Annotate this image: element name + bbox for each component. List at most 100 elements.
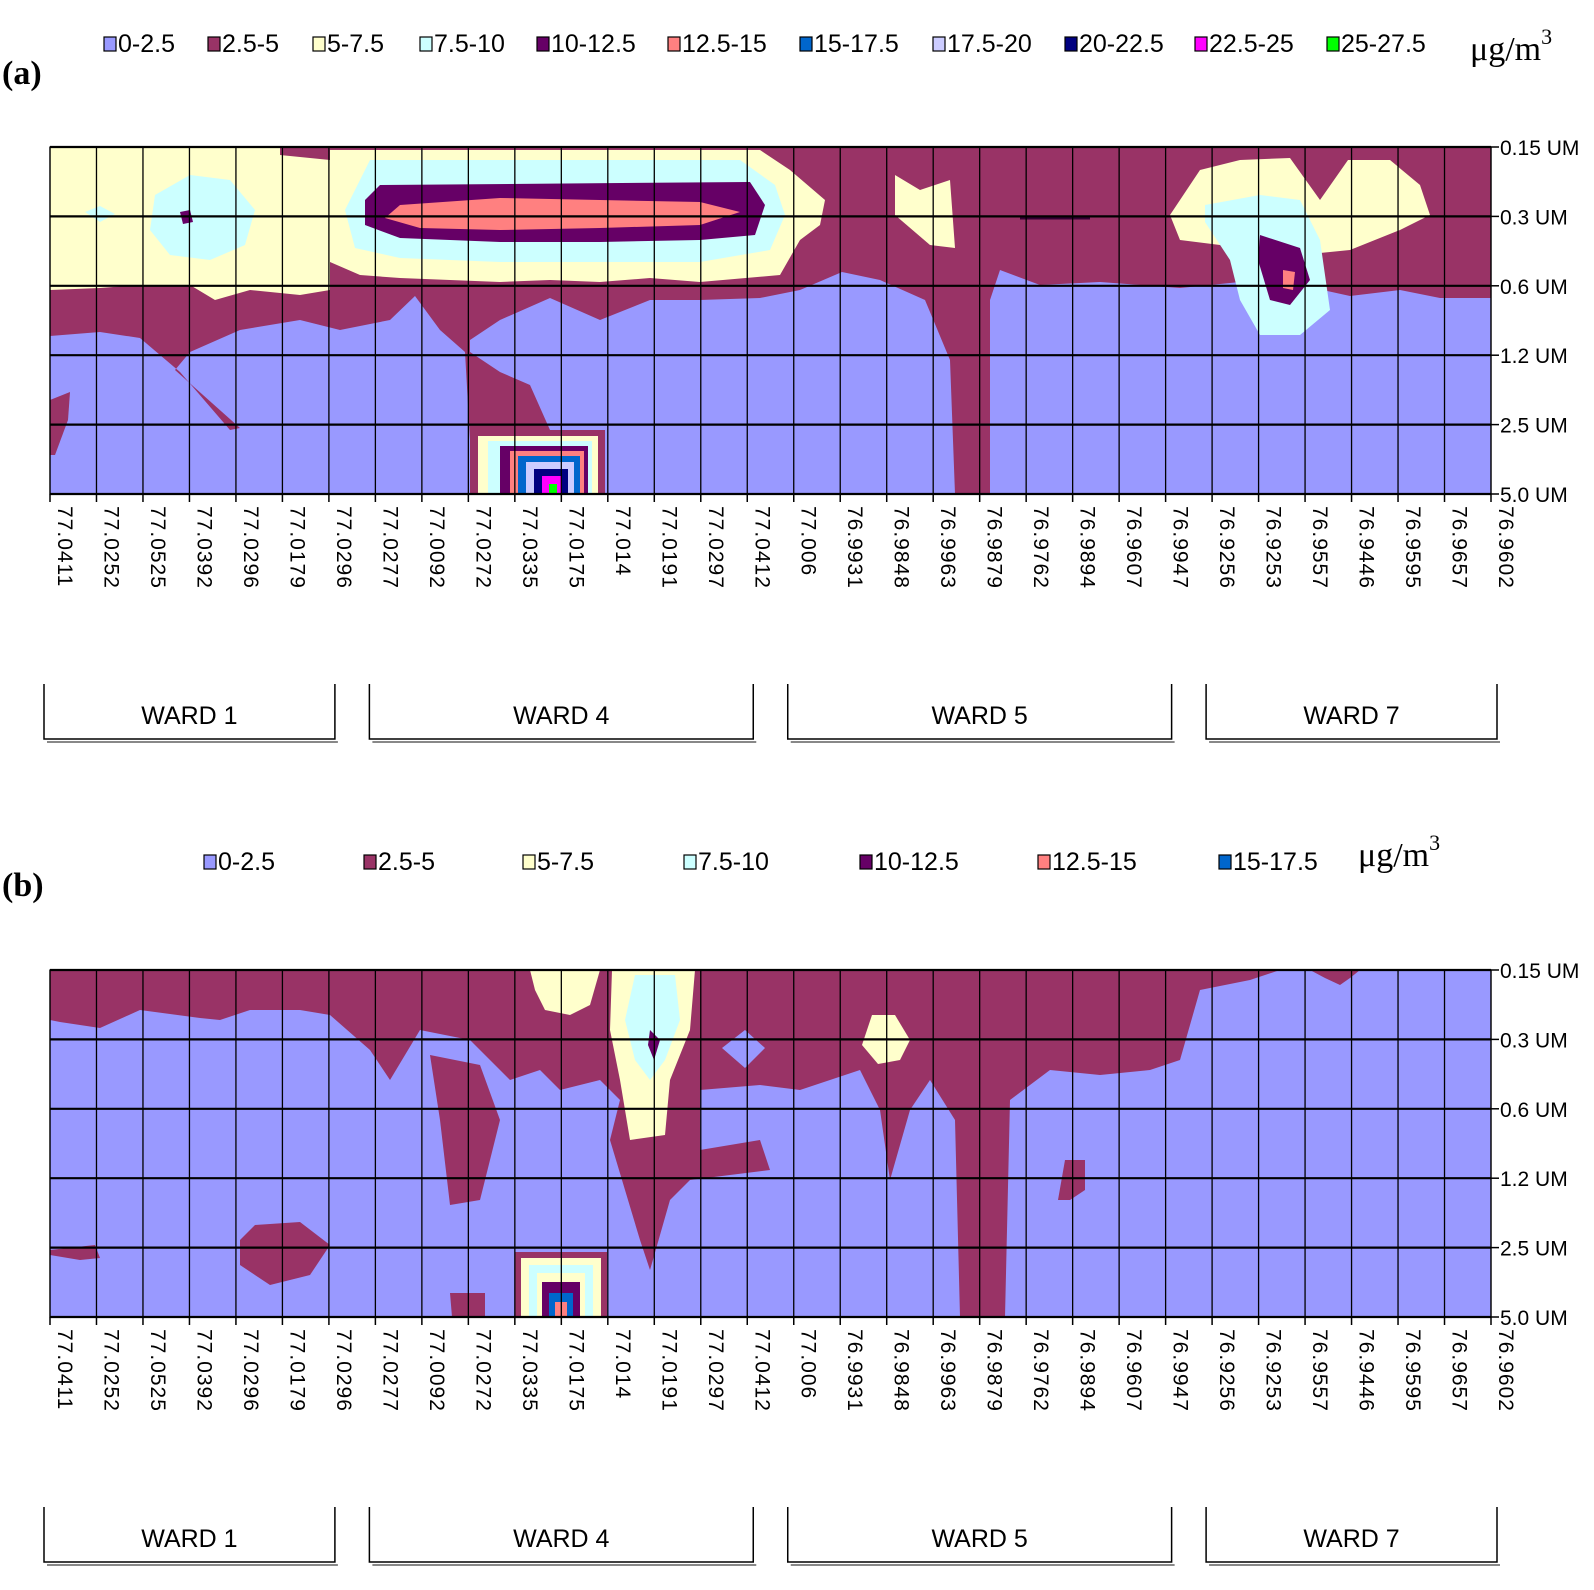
panel-a-chart: (a) 0-2.5 2.5-5 5-7.5 7.5-10 10-12.5 12.5-15 1… (2, 24, 1579, 743)
x-tick-label: 76.9894 (1076, 1329, 1099, 1412)
legend-label: 7.5-10 (434, 30, 505, 58)
x-tick-label: 77.0191 (657, 506, 680, 589)
x-tick-label: 76.9256 (1215, 1329, 1238, 1412)
x-tick-label: 76.9947 (1169, 506, 1192, 589)
y-tick-label: 5.0 UM (1500, 1307, 1568, 1330)
x-tick-label: 76.9848 (890, 1329, 913, 1412)
ward-bracket (786, 684, 1173, 740)
contour-region-12.5-15 (1283, 270, 1295, 290)
y-tick-label: 1.2 UM (1500, 1168, 1568, 1191)
x-tick-label: 76.9253 (1262, 506, 1285, 589)
legend-label: 10-12.5 (551, 30, 636, 58)
x-tick-label: 76.9947 (1169, 1329, 1192, 1412)
legend-label: 22.5-25 (1209, 30, 1294, 58)
panel-b-x-ticks: 77.0411 77.0252 77.0525 77.0392 77.0296 77.01… (49, 1317, 1517, 1412)
legend-swatch (207, 36, 221, 52)
x-tick-label: 76.9595 (1401, 506, 1424, 589)
x-tick-label: 77.0392 (192, 1329, 215, 1412)
legend-swatch (1326, 36, 1340, 52)
ward-bracket (786, 1507, 1173, 1563)
x-tick-label: 77.0277 (378, 506, 401, 589)
contour-region-2.5-5 (450, 1293, 485, 1317)
legend-label: 20-22.5 (1079, 30, 1164, 58)
x-tick-label: 77.0272 (471, 1329, 494, 1412)
contour-region-5-7.5 (530, 970, 600, 1015)
x-tick-label: 77.014 (611, 506, 634, 576)
y-tick-label: 0.3 UM (1500, 1029, 1568, 1052)
x-tick-label: 77.0179 (285, 1329, 308, 1412)
contour-region-12.5-15 (385, 198, 740, 230)
x-tick-label: 76.9762 (1029, 506, 1052, 589)
contour-region-2.5-5 (240, 1222, 330, 1285)
x-tick-label: 76.9446 (1355, 1329, 1378, 1412)
legend-swatch (859, 854, 873, 870)
y-tick-label: 0.15 UM (1500, 137, 1579, 160)
panel-b-unit: μg/m3 (1358, 830, 1440, 874)
x-tick-label: 77.0296 (332, 1329, 355, 1412)
x-tick-label: 77.0175 (564, 506, 587, 589)
panel-a-unit: μg/m3 (1470, 24, 1552, 68)
x-tick-label: 77.006 (797, 1329, 820, 1399)
contour-region-7.5-10 (85, 206, 115, 222)
x-tick-label: 77.0191 (657, 1329, 680, 1412)
x-tick-label: 77.0335 (518, 506, 541, 589)
ward-label: WARD 5 (932, 702, 1028, 730)
legend-swatch (103, 36, 117, 52)
ward-bracket (368, 684, 755, 740)
ward-label: WARD 7 (1303, 1525, 1399, 1553)
ward-bracket (43, 684, 336, 740)
panel-b-plot-area (49, 968, 1492, 1319)
x-tick-label: 77.0297 (704, 1329, 727, 1412)
panel-a-plot-area (49, 145, 1492, 496)
legend-label: 17.5-20 (947, 30, 1032, 58)
y-tick-label: 0.6 UM (1500, 276, 1568, 299)
contour-region-2.5-5 (50, 970, 1280, 1317)
legend-label: 10-12.5 (874, 848, 959, 876)
ward-label: WARD 7 (1303, 702, 1399, 730)
x-tick-label: 76.9931 (843, 1329, 866, 1412)
contour-region-10-12.5 (1258, 235, 1310, 305)
x-tick-label: 76.9446 (1355, 506, 1378, 589)
x-tick-label: 76.9894 (1076, 506, 1099, 589)
legend-swatch (203, 854, 217, 870)
legend-label: 0-2.5 (118, 30, 175, 58)
y-tick-label: 2.5 UM (1500, 415, 1568, 438)
x-tick-label: 77.014 (611, 1329, 634, 1399)
x-tick-label: 76.9607 (1122, 506, 1145, 589)
y-tick-label: 0.6 UM (1500, 1099, 1568, 1122)
x-tick-label: 77.006 (797, 506, 820, 576)
legend-label: 5-7.5 (327, 30, 384, 58)
contour-region-2.5-5 (430, 1055, 500, 1205)
panel-b-chart: (b) 0-2.5 2.5-5 5-7.5 7.5-10 10-12.5 12.5-15 1… (2, 830, 1579, 1566)
legend-swatch (683, 854, 697, 870)
x-tick-label: 77.0296 (239, 1329, 262, 1412)
legend-label: 25-27.5 (1341, 30, 1426, 58)
x-tick-label: 76.9557 (1308, 506, 1331, 589)
legend-swatch (1194, 36, 1208, 52)
contour-region-7.5-10 (150, 175, 255, 260)
legend-swatch (1064, 36, 1078, 52)
x-tick-label: 77.0272 (471, 506, 494, 589)
ward-bracket (1205, 1507, 1498, 1563)
y-tick-label: 1.2 UM (1500, 345, 1568, 368)
x-tick-label: 77.0411 (53, 1329, 76, 1410)
x-tick-label: 77.0175 (564, 1329, 587, 1412)
legend-swatch (932, 36, 946, 52)
x-tick-label: 76.9256 (1215, 506, 1238, 589)
ward-bracket (1205, 684, 1498, 740)
contour-region-7.5-10 (625, 975, 680, 1080)
x-tick-label: 76.9963 (936, 506, 959, 589)
x-tick-label: 77.0252 (99, 1329, 122, 1412)
legend-label: 15-17.5 (1233, 848, 1318, 876)
ward-label: WARD 4 (513, 1525, 609, 1553)
x-tick-label: 76.9602 (1494, 506, 1517, 589)
ward-label: WARD 4 (513, 702, 609, 730)
contour-region-2.5-5 (50, 1245, 100, 1260)
legend-swatch (522, 854, 536, 870)
legend-swatch (536, 36, 550, 52)
ward-label: WARD 5 (932, 1525, 1028, 1553)
y-tick-label: 0.15 UM (1500, 960, 1579, 983)
legend-swatch (419, 36, 433, 52)
ward-label: WARD 1 (141, 1525, 237, 1553)
x-tick-label: 76.9602 (1494, 1329, 1517, 1412)
